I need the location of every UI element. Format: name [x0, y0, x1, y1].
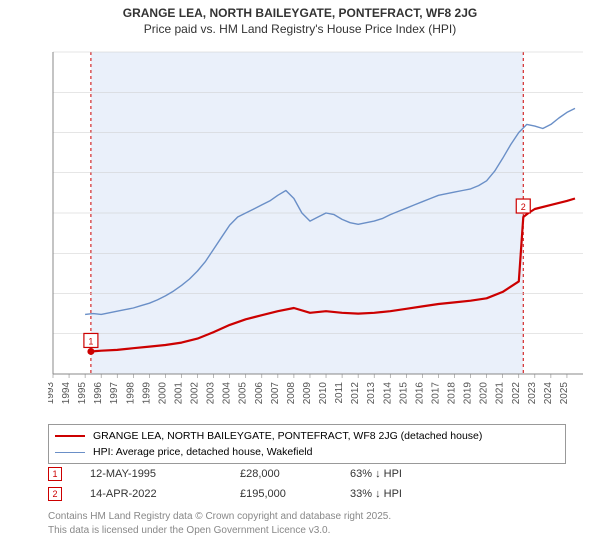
- svg-text:2025: 2025: [559, 382, 570, 405]
- svg-text:2006: 2006: [254, 382, 265, 405]
- svg-text:1998: 1998: [125, 382, 136, 405]
- chart-svg: £0£50K£100K£150K£200K£250K£300K£350K£400…: [48, 44, 588, 414]
- svg-text:2014: 2014: [382, 382, 393, 405]
- marker-price: £28,000: [240, 468, 350, 480]
- svg-text:1994: 1994: [61, 382, 72, 405]
- svg-text:2008: 2008: [286, 382, 297, 405]
- svg-text:1997: 1997: [109, 382, 120, 405]
- svg-text:2021: 2021: [495, 382, 506, 405]
- marker-row: 1 12-MAY-1995 £28,000 63% ↓ HPI: [48, 464, 470, 484]
- marker-index: 1: [52, 469, 57, 479]
- marker-index-box: 1: [48, 467, 62, 481]
- legend-row: GRANGE LEA, NORTH BAILEYGATE, PONTEFRACT…: [55, 428, 559, 444]
- marker-row: 2 14-APR-2022 £195,000 33% ↓ HPI: [48, 484, 470, 504]
- footer-line1: Contains HM Land Registry data © Crown c…: [48, 510, 391, 524]
- marker-table: 1 12-MAY-1995 £28,000 63% ↓ HPI 2 14-APR…: [48, 464, 470, 504]
- svg-text:2009: 2009: [302, 382, 313, 405]
- marker-date: 14-APR-2022: [90, 488, 240, 500]
- marker-index-box: 2: [48, 487, 62, 501]
- legend: GRANGE LEA, NORTH BAILEYGATE, PONTEFRACT…: [48, 424, 566, 464]
- svg-text:2003: 2003: [206, 382, 217, 405]
- footer-note: Contains HM Land Registry data © Crown c…: [48, 510, 391, 537]
- chart-area: £0£50K£100K£150K£200K£250K£300K£350K£400…: [48, 44, 588, 414]
- marker-pct: 33% ↓ HPI: [350, 488, 470, 500]
- svg-text:2005: 2005: [238, 382, 249, 405]
- svg-text:1993: 1993: [48, 382, 56, 405]
- marker-date: 12-MAY-1995: [90, 468, 240, 480]
- svg-text:2017: 2017: [430, 382, 441, 405]
- svg-text:2016: 2016: [414, 382, 425, 405]
- svg-text:2013: 2013: [366, 382, 377, 405]
- svg-text:2020: 2020: [479, 382, 490, 405]
- svg-text:2019: 2019: [463, 382, 474, 405]
- svg-text:2018: 2018: [447, 382, 458, 405]
- svg-text:2012: 2012: [350, 382, 361, 405]
- svg-text:1: 1: [88, 336, 93, 346]
- legend-row: HPI: Average price, detached house, Wake…: [55, 444, 559, 460]
- legend-label: GRANGE LEA, NORTH BAILEYGATE, PONTEFRACT…: [93, 430, 482, 442]
- svg-text:2024: 2024: [543, 382, 554, 405]
- svg-text:2004: 2004: [222, 382, 233, 405]
- title-block: GRANGE LEA, NORTH BAILEYGATE, PONTEFRACT…: [0, 0, 600, 36]
- chart-title-line2: Price paid vs. HM Land Registry's House …: [0, 22, 600, 36]
- footer-line2: This data is licensed under the Open Gov…: [48, 524, 391, 538]
- svg-text:2002: 2002: [190, 382, 201, 405]
- legend-swatch: [55, 435, 85, 437]
- svg-text:2015: 2015: [398, 382, 409, 405]
- svg-text:2010: 2010: [318, 382, 329, 405]
- chart-title-line1: GRANGE LEA, NORTH BAILEYGATE, PONTEFRACT…: [0, 6, 600, 20]
- svg-text:2023: 2023: [527, 382, 538, 405]
- legend-label: HPI: Average price, detached house, Wake…: [93, 446, 312, 458]
- chart-container: GRANGE LEA, NORTH BAILEYGATE, PONTEFRACT…: [0, 0, 600, 560]
- legend-swatch: [55, 452, 85, 453]
- svg-text:2022: 2022: [511, 382, 522, 405]
- svg-text:1999: 1999: [141, 382, 152, 405]
- svg-text:2: 2: [521, 202, 526, 212]
- svg-text:2011: 2011: [334, 382, 345, 404]
- svg-text:2001: 2001: [173, 382, 184, 405]
- marker-price: £195,000: [240, 488, 350, 500]
- svg-text:1995: 1995: [77, 382, 88, 405]
- marker-pct: 63% ↓ HPI: [350, 468, 470, 480]
- svg-text:1996: 1996: [93, 382, 104, 405]
- marker-index: 2: [52, 489, 57, 499]
- svg-text:2007: 2007: [270, 382, 281, 405]
- svg-text:2000: 2000: [157, 382, 168, 405]
